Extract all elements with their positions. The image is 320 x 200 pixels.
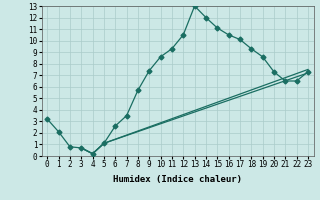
X-axis label: Humidex (Indice chaleur): Humidex (Indice chaleur) <box>113 175 242 184</box>
